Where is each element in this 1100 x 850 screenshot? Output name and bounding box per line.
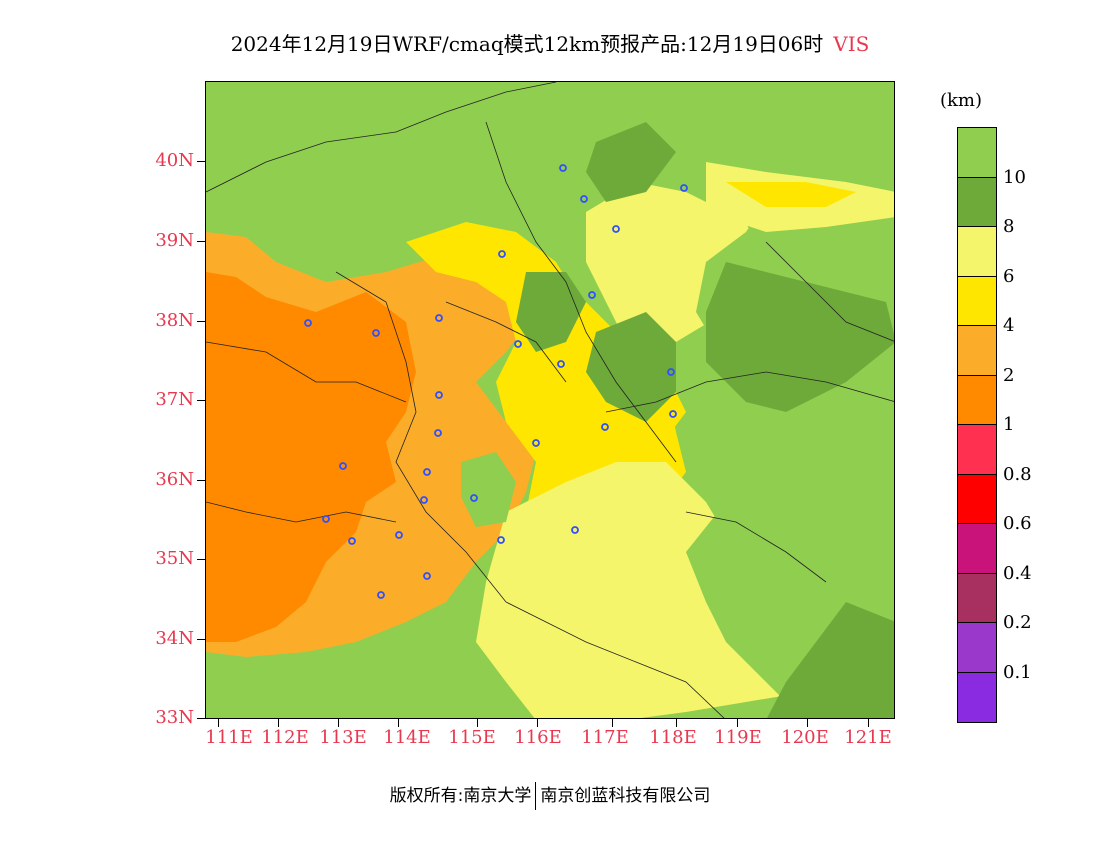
- lat-tick: [197, 559, 205, 560]
- colorbar-segment: [958, 177, 996, 227]
- map-svg: [206, 82, 894, 718]
- colorbar-segment: [958, 128, 996, 178]
- colorbar-segment: [958, 425, 996, 475]
- lat-tick: [197, 321, 205, 322]
- colorbar-label: 1: [1003, 414, 1015, 435]
- lon-label-115e: 115E: [448, 727, 496, 748]
- lon-label-116e: 116E: [514, 727, 562, 748]
- copyright-right: 南京创蓝科技有限公司: [540, 786, 711, 806]
- lat-tick: [197, 480, 205, 481]
- copyright-left: 版权所有:南京大学: [389, 786, 532, 806]
- lat-label-39n: 39N: [155, 230, 194, 251]
- colorbar-label: 0.1: [1003, 661, 1032, 683]
- colorbar-segment: [958, 227, 996, 277]
- region-8to10km-patch-b: [586, 312, 676, 422]
- colorbar-label: 4: [1003, 315, 1015, 336]
- lon-tick: [338, 719, 339, 727]
- copyright-footer: 版权所有:南京大学 南京创蓝科技有限公司: [0, 781, 1100, 810]
- lon-tick: [612, 719, 613, 727]
- lat-label-38n: 38N: [155, 310, 194, 331]
- lon-label-118e: 118E: [649, 727, 697, 748]
- title-variable: VIS: [833, 32, 870, 56]
- colorbar-label: 0.4: [1003, 562, 1032, 584]
- colorbar-label: 2: [1003, 364, 1015, 386]
- lon-tick: [398, 719, 399, 727]
- lat-tick: [197, 400, 205, 401]
- colorbar-segment: [958, 326, 996, 376]
- lon-tick: [737, 719, 738, 727]
- footer-separator: [535, 782, 537, 810]
- lat-tick: [197, 718, 205, 719]
- province-boundaries: [206, 82, 894, 718]
- colorbar-segment: [958, 623, 996, 673]
- colorbar-segment: [958, 375, 996, 425]
- region-8to10km-patch-c: [586, 122, 676, 202]
- lat-label-34n: 34N: [155, 628, 194, 649]
- lat-tick: [197, 639, 205, 640]
- lon-label-121e: 121E: [844, 727, 892, 748]
- lon-tick: [278, 719, 279, 727]
- region-8to10km-southeast: [767, 602, 894, 718]
- lat-tick: [197, 241, 205, 242]
- colorbar-label: 0.8: [1003, 463, 1032, 485]
- lon-tick: [868, 719, 869, 727]
- region-above10km-east: [606, 82, 894, 718]
- colorbar-segment: [958, 474, 996, 524]
- lon-label-113e: 113E: [319, 727, 367, 748]
- lon-label-112e: 112E: [261, 727, 309, 748]
- lat-tick: [197, 161, 205, 162]
- colorbar-segment: [958, 672, 996, 722]
- colorbar-segment: [958, 573, 996, 623]
- colorbar-unit: (km): [940, 90, 983, 111]
- lat-label-33n: 33N: [155, 707, 194, 728]
- region-1to2km-west: [206, 272, 416, 642]
- colorbar-label: 10: [1003, 166, 1026, 188]
- lat-label-37n: 37N: [155, 389, 194, 410]
- title-text: 2024年12月19日WRF/cmaq模式12km预报产品:12月19日06时: [230, 32, 824, 56]
- colorbar-label: 0.6: [1003, 513, 1032, 534]
- lat-label-36n: 36N: [155, 469, 194, 490]
- lon-tick: [807, 719, 808, 727]
- lon-label-114e: 114E: [383, 727, 431, 748]
- lon-tick: [218, 719, 219, 727]
- lon-tick: [537, 719, 538, 727]
- map-title: 2024年12月19日WRF/cmaq模式12km预报产品:12月19日06时 V…: [0, 28, 1100, 57]
- visibility-map: [205, 81, 895, 719]
- colorbar-label: 0.2: [1003, 612, 1032, 633]
- region-above10km-patch: [461, 452, 516, 527]
- lon-tick: [477, 719, 478, 727]
- lat-label-35n: 35N: [155, 548, 194, 569]
- lon-tick: [676, 719, 677, 727]
- lon-label-120e: 120E: [781, 727, 829, 748]
- colorbar: [957, 127, 997, 723]
- city-markers: [304, 164, 688, 599]
- lat-label-40n: 40N: [155, 150, 194, 171]
- region-4to6km-northeast: [726, 182, 856, 207]
- colorbar-label: 8: [1003, 216, 1015, 237]
- lon-label-117e: 117E: [581, 727, 629, 748]
- lon-label-111e: 111E: [205, 727, 253, 748]
- lon-label-119e: 119E: [714, 727, 762, 748]
- colorbar-segment: [958, 276, 996, 326]
- region-8to10km-patch-a: [516, 272, 586, 352]
- colorbar-label: 6: [1003, 265, 1015, 287]
- colorbar-segment: [958, 524, 996, 574]
